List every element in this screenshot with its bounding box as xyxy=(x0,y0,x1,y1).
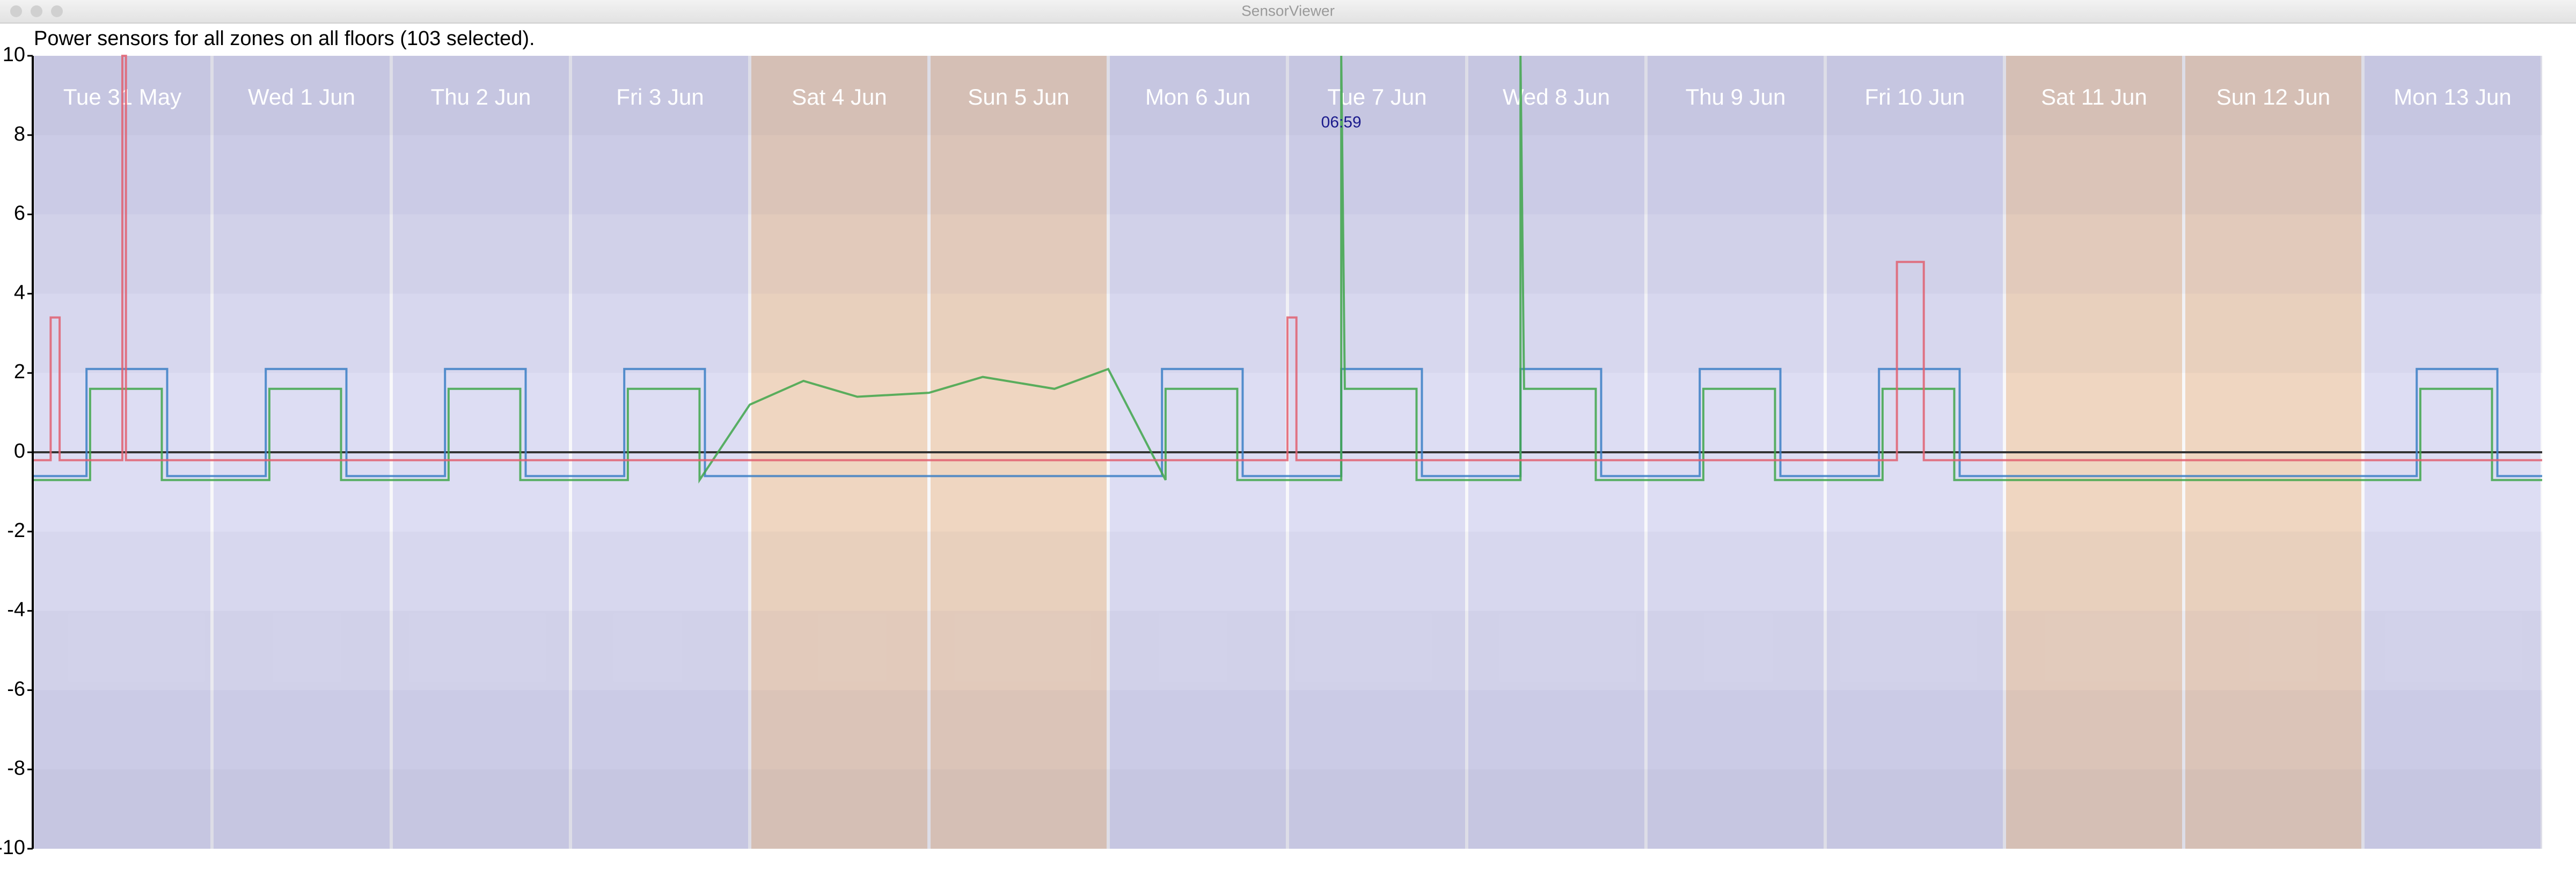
y-tick-label: 6 xyxy=(14,202,25,225)
row-shade xyxy=(33,56,2542,135)
day-label: Mon 13 Jun xyxy=(2394,84,2511,109)
zoom-button[interactable] xyxy=(51,5,63,17)
day-label: Fri 10 Jun xyxy=(1865,84,1965,109)
sensor-line xyxy=(33,367,2542,477)
day-label: Tue 7 Jun xyxy=(1327,84,1426,109)
y-tick-label: -8 xyxy=(7,757,25,780)
day-label: Wed 1 Jun xyxy=(248,84,355,109)
row-shade xyxy=(33,135,2542,215)
day-label: Mon 6 Jun xyxy=(1145,84,1250,109)
row-shade xyxy=(33,531,2542,611)
day-label: Sun 12 Jun xyxy=(2216,84,2331,109)
sensor-line xyxy=(33,55,2542,461)
row-shade xyxy=(33,214,2542,294)
y-tick-label: 0 xyxy=(14,440,25,462)
y-tick-label: -4 xyxy=(7,599,25,621)
time-annotation: 06:59 xyxy=(1321,114,1362,131)
minimize-button[interactable] xyxy=(31,5,42,17)
title-bar xyxy=(0,0,2576,23)
day-label: Thu 2 Jun xyxy=(431,84,531,109)
y-tick-label: 2 xyxy=(14,361,25,383)
row-shade xyxy=(33,452,2542,532)
y-tick-label: 8 xyxy=(14,123,25,145)
day-label: Wed 8 Jun xyxy=(1503,84,1610,109)
day-label: Sat 11 Jun xyxy=(2041,84,2147,109)
y-tick-label: -10 xyxy=(0,836,25,859)
row-shade xyxy=(33,769,2542,849)
window-title: SensorViewer xyxy=(1241,2,1335,19)
day-label: Sat 4 Jun xyxy=(792,84,887,109)
plot-area: Tue 31 May Wed 1 Jun Thu 2 Jun Fri 3 Jun Sat… xyxy=(0,43,2542,859)
y-tick-label: -6 xyxy=(7,678,25,700)
row-shade xyxy=(33,690,2542,770)
sensor-line xyxy=(33,55,2542,484)
y-tick-label: 10 xyxy=(3,43,25,66)
close-button[interactable] xyxy=(10,5,22,17)
y-tick-label: -2 xyxy=(7,519,25,542)
day-label: Thu 9 Jun xyxy=(1686,84,1786,109)
y-tick-label: 4 xyxy=(14,281,25,304)
day-label: Sun 5 Jun xyxy=(968,84,1069,109)
day-label: Fri 3 Jun xyxy=(616,84,704,109)
chart-title: Power sensors for all zones on all floor… xyxy=(34,27,535,50)
row-shade xyxy=(33,611,2542,690)
